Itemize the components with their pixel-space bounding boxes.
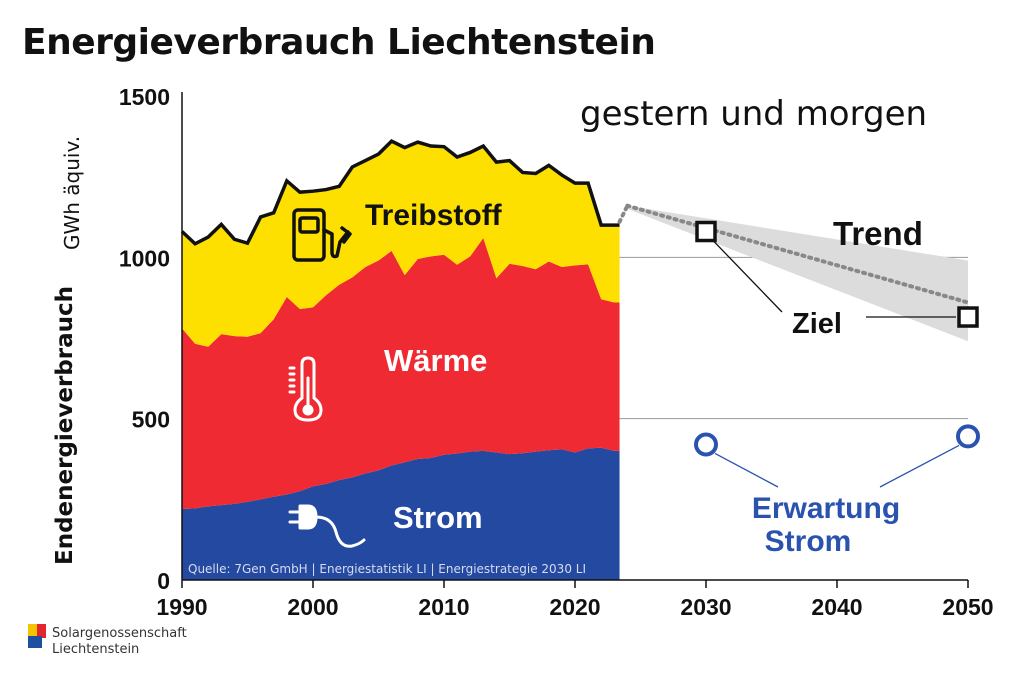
thermometer-icon	[288, 356, 323, 422]
trend-line	[625, 203, 970, 305]
x-tick-2040: 2040	[811, 594, 862, 620]
x-tick-1990: 1990	[156, 594, 207, 620]
label-waerme: Wärme	[384, 343, 487, 378]
label-strom: Strom	[393, 500, 483, 535]
plug-icon	[288, 504, 366, 548]
total-line	[180, 139, 620, 246]
label-erwartung-1: Erwartung	[752, 492, 900, 525]
logo-line-2: Liechtenstein	[52, 642, 140, 657]
logo-text: Solargenossenschaft Liechtenstein	[52, 626, 187, 658]
trend-connector	[617, 203, 630, 224]
x-tick-2010: 2010	[418, 594, 469, 620]
y-tick-0: 0	[157, 568, 170, 594]
label-erwartung-2: Strom	[765, 525, 852, 558]
area-strom	[182, 447, 620, 580]
ziel-marker-2030	[695, 220, 717, 243]
logo-icon	[28, 624, 46, 648]
chart-subtitle: gestern und morgen	[580, 94, 928, 134]
chart-title: Energieverbrauch Liechtenstein	[22, 22, 656, 63]
logo-line-1: Solargenossenschaft	[52, 626, 187, 641]
ziel-connector-2030	[713, 241, 783, 313]
erwartung-marker-2030	[694, 432, 718, 457]
label-treibstoff: Treibstoff	[365, 199, 503, 232]
label-ziel: Ziel	[792, 308, 842, 340]
fuel-pump-icon	[292, 208, 352, 262]
x-tick-2000: 2000	[287, 594, 338, 620]
erwartung-connector-2030	[714, 452, 779, 488]
erwartung-connector-2050	[879, 444, 960, 488]
area-waerme	[182, 237, 620, 510]
x-tick-2050: 2050	[942, 594, 993, 620]
y-tick-1000: 1000	[119, 245, 170, 271]
x-tick-2030: 2030	[680, 594, 731, 620]
y-tick-1500: 1500	[119, 84, 170, 110]
ziel-marker-2050	[957, 306, 979, 328]
y-tick-500: 500	[132, 407, 170, 433]
label-trend: Trend	[833, 215, 923, 252]
area-treibstoff	[182, 141, 620, 347]
x-tick-2020: 2020	[549, 594, 600, 620]
source-note: Quelle: 7Gen GmbH | Energiestatistik LI …	[188, 562, 586, 576]
erwartung-marker-2050	[956, 424, 980, 449]
